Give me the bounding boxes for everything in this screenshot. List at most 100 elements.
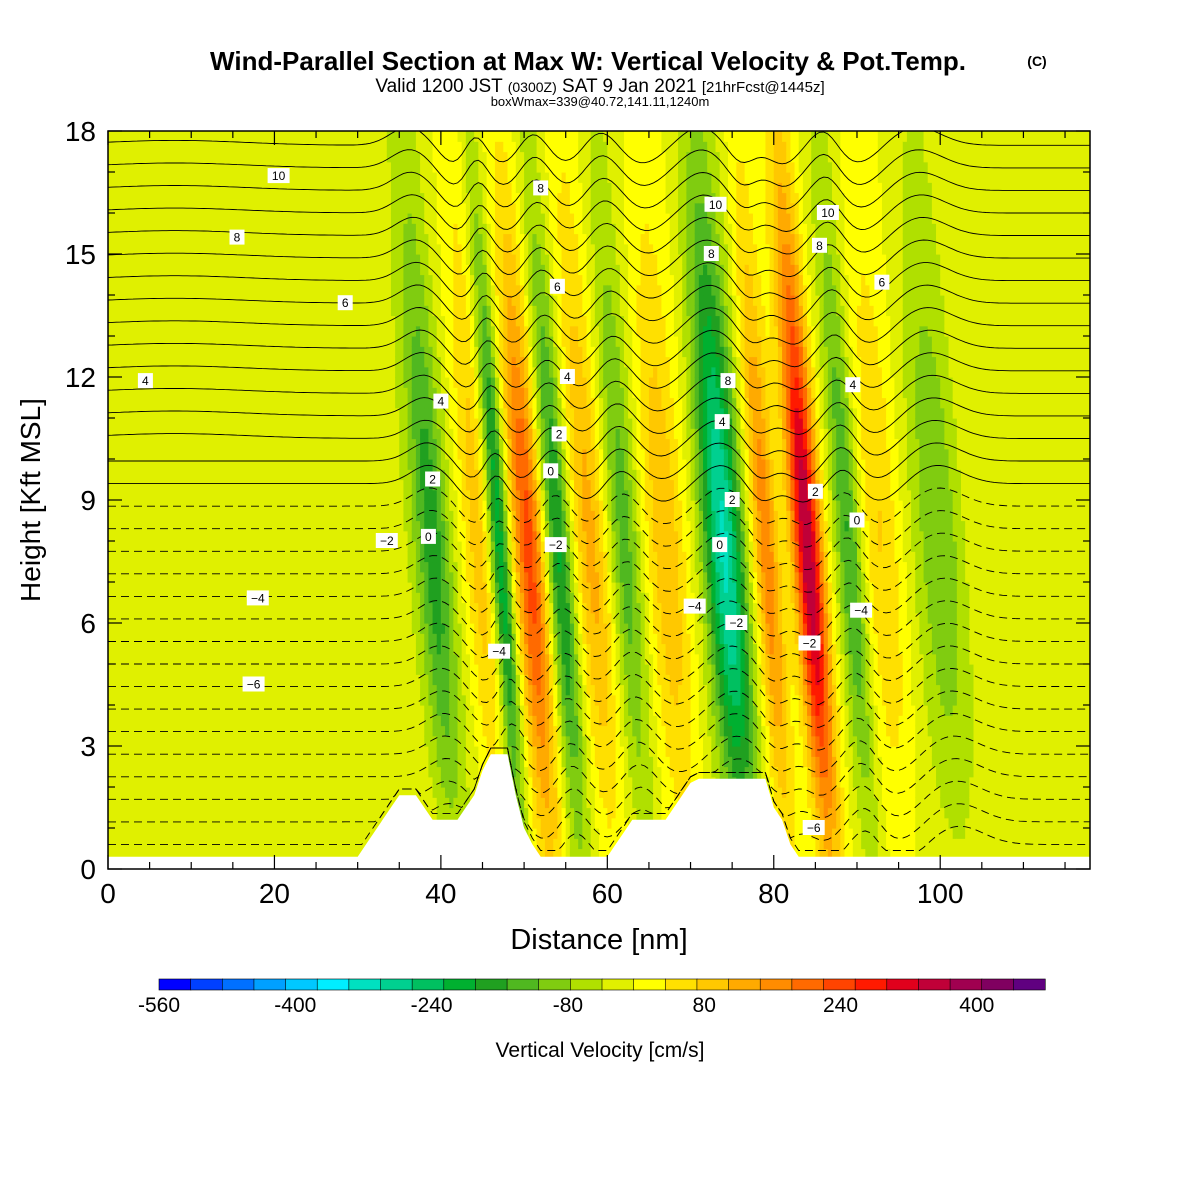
velocity-cell xyxy=(270,571,276,583)
velocity-cell xyxy=(353,551,359,563)
velocity-cell xyxy=(157,418,163,429)
velocity-cell xyxy=(195,705,201,716)
velocity-cell xyxy=(203,561,209,573)
velocity-cell xyxy=(216,213,221,224)
velocity-cell xyxy=(332,305,338,317)
velocity-cell xyxy=(282,746,288,757)
velocity-cell xyxy=(124,612,130,624)
velocity-cell xyxy=(311,182,317,194)
velocity-cell xyxy=(166,223,172,235)
velocity-cell xyxy=(212,694,217,706)
velocity-cell xyxy=(116,787,122,798)
velocity-cell xyxy=(207,684,213,696)
velocity-cell xyxy=(182,510,188,522)
velocity-cell xyxy=(282,776,288,788)
velocity-cell xyxy=(295,305,301,317)
velocity-cell xyxy=(187,848,192,860)
velocity-cell xyxy=(390,561,396,573)
velocity-cell xyxy=(257,817,263,829)
velocity-cell xyxy=(278,151,284,163)
velocity-cell xyxy=(386,325,392,337)
velocity-cell xyxy=(157,705,163,716)
velocity-cell xyxy=(199,602,205,614)
velocity-cell xyxy=(349,787,355,798)
velocity-cell xyxy=(241,418,246,429)
velocity-cell xyxy=(228,653,234,665)
velocity-cell xyxy=(295,817,301,829)
velocity-cell xyxy=(191,469,196,481)
velocity-cell xyxy=(182,141,188,153)
velocity-cell xyxy=(166,684,172,696)
velocity-cell xyxy=(382,489,388,501)
velocity-cell xyxy=(303,838,309,850)
velocity-cell xyxy=(332,674,338,686)
velocity-cell xyxy=(378,520,384,532)
velocity-cell xyxy=(253,500,259,511)
velocity-cell xyxy=(299,756,305,768)
velocity-cell xyxy=(266,448,271,460)
velocity-cell xyxy=(274,848,280,860)
velocity-cell xyxy=(349,243,355,255)
velocity-cell xyxy=(378,233,384,245)
velocity-cell xyxy=(199,356,205,368)
velocity-cell xyxy=(311,377,317,388)
velocity-cell xyxy=(166,192,172,204)
velocity-cell xyxy=(220,489,226,501)
velocity-cell xyxy=(207,192,213,204)
velocity-cell xyxy=(307,377,313,388)
velocity-cell xyxy=(361,489,367,501)
velocity-cell xyxy=(345,264,350,276)
velocity-cell xyxy=(266,510,271,522)
velocity-cell xyxy=(278,735,284,747)
velocity-cell xyxy=(374,776,380,788)
velocity-cell xyxy=(170,377,176,388)
velocity-cell xyxy=(311,592,317,604)
velocity-cell xyxy=(245,479,251,491)
velocity-cell xyxy=(303,705,309,716)
velocity-cell xyxy=(332,438,338,450)
velocity-cell xyxy=(295,797,301,809)
velocity-cell xyxy=(336,489,342,501)
velocity-cell xyxy=(307,346,313,358)
velocity-cell xyxy=(341,254,346,265)
velocity-cell xyxy=(228,202,234,214)
velocity-cell xyxy=(216,623,221,634)
velocity-cell xyxy=(220,305,226,317)
velocity-cell xyxy=(132,653,138,665)
velocity-cell xyxy=(257,346,263,358)
velocity-cell xyxy=(166,705,172,716)
velocity-cell xyxy=(257,192,263,204)
velocity-cell xyxy=(349,674,355,686)
velocity-cell xyxy=(370,633,375,645)
velocity-cell xyxy=(316,582,321,593)
velocity-cell xyxy=(174,274,180,286)
velocity-cell xyxy=(357,735,363,747)
velocity-cell xyxy=(245,202,251,214)
velocity-cell xyxy=(153,151,159,163)
velocity-cell xyxy=(224,561,230,573)
velocity-cell xyxy=(112,438,117,450)
velocity-cell xyxy=(207,807,213,819)
velocity-cell xyxy=(320,674,325,686)
velocity-cell xyxy=(336,776,342,788)
velocity-cell xyxy=(332,377,338,388)
velocity-cell xyxy=(374,653,380,665)
velocity-cell xyxy=(270,161,276,173)
velocity-cell xyxy=(345,797,350,809)
velocity-cell xyxy=(274,828,280,839)
velocity-cell xyxy=(365,756,371,768)
velocity-cell xyxy=(166,551,172,563)
velocity-cell xyxy=(174,653,180,665)
velocity-cell xyxy=(378,243,384,255)
velocity-cell xyxy=(349,684,355,696)
velocity-cell xyxy=(320,571,325,583)
velocity-cell xyxy=(336,151,342,163)
velocity-cell xyxy=(320,151,325,163)
velocity-cell xyxy=(307,182,313,194)
velocity-cell xyxy=(286,213,292,224)
velocity-cell xyxy=(145,643,151,655)
velocity-cell xyxy=(241,817,246,829)
velocity-cell xyxy=(120,838,126,850)
velocity-cell xyxy=(128,213,134,224)
velocity-cell xyxy=(345,520,350,532)
